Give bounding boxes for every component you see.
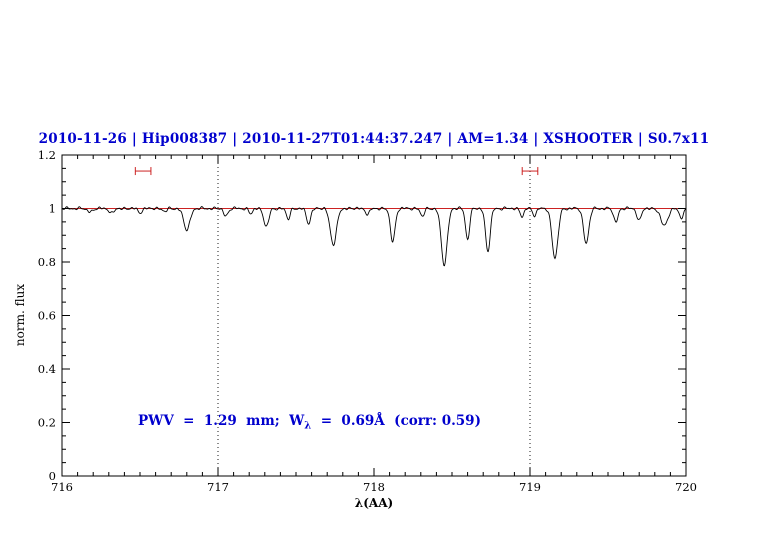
y-tick-label: 1.2 <box>38 148 56 162</box>
x-tick-label: 718 <box>363 480 385 494</box>
x-tick-label: 716 <box>51 480 73 494</box>
y-tick-label: 0.2 <box>38 416 56 430</box>
x-tick-label: 717 <box>207 480 229 494</box>
x-axis-label: λ(AA) <box>354 496 394 510</box>
y-tick-label: 0 <box>49 469 56 483</box>
pwv-annotation-suffix: = 0.69Å (corr: 0.59) <box>311 413 481 429</box>
pwv-annotation: PWV = 1.29 mm; Wλ = 0.69Å (corr: 0.59) <box>138 413 481 432</box>
y-tick-label: 0.6 <box>38 309 56 323</box>
y-tick-label: 0.4 <box>38 362 56 376</box>
x-tick-label: 719 <box>519 480 541 494</box>
figure-title: 2010-11-26 | Hip008387 | 2010-11-27T01:4… <box>38 131 710 147</box>
pwv-annotation-lambda-sub: λ <box>304 420 312 432</box>
spectrum-line <box>61 206 687 267</box>
y-axis-label: norm. flux <box>13 283 27 347</box>
pwv-annotation-prefix: PWV = 1.29 mm; W <box>138 413 305 429</box>
y-tick-label: 0.8 <box>38 255 56 269</box>
x-tick-label: 720 <box>675 480 697 494</box>
y-tick-label: 1 <box>49 202 56 216</box>
